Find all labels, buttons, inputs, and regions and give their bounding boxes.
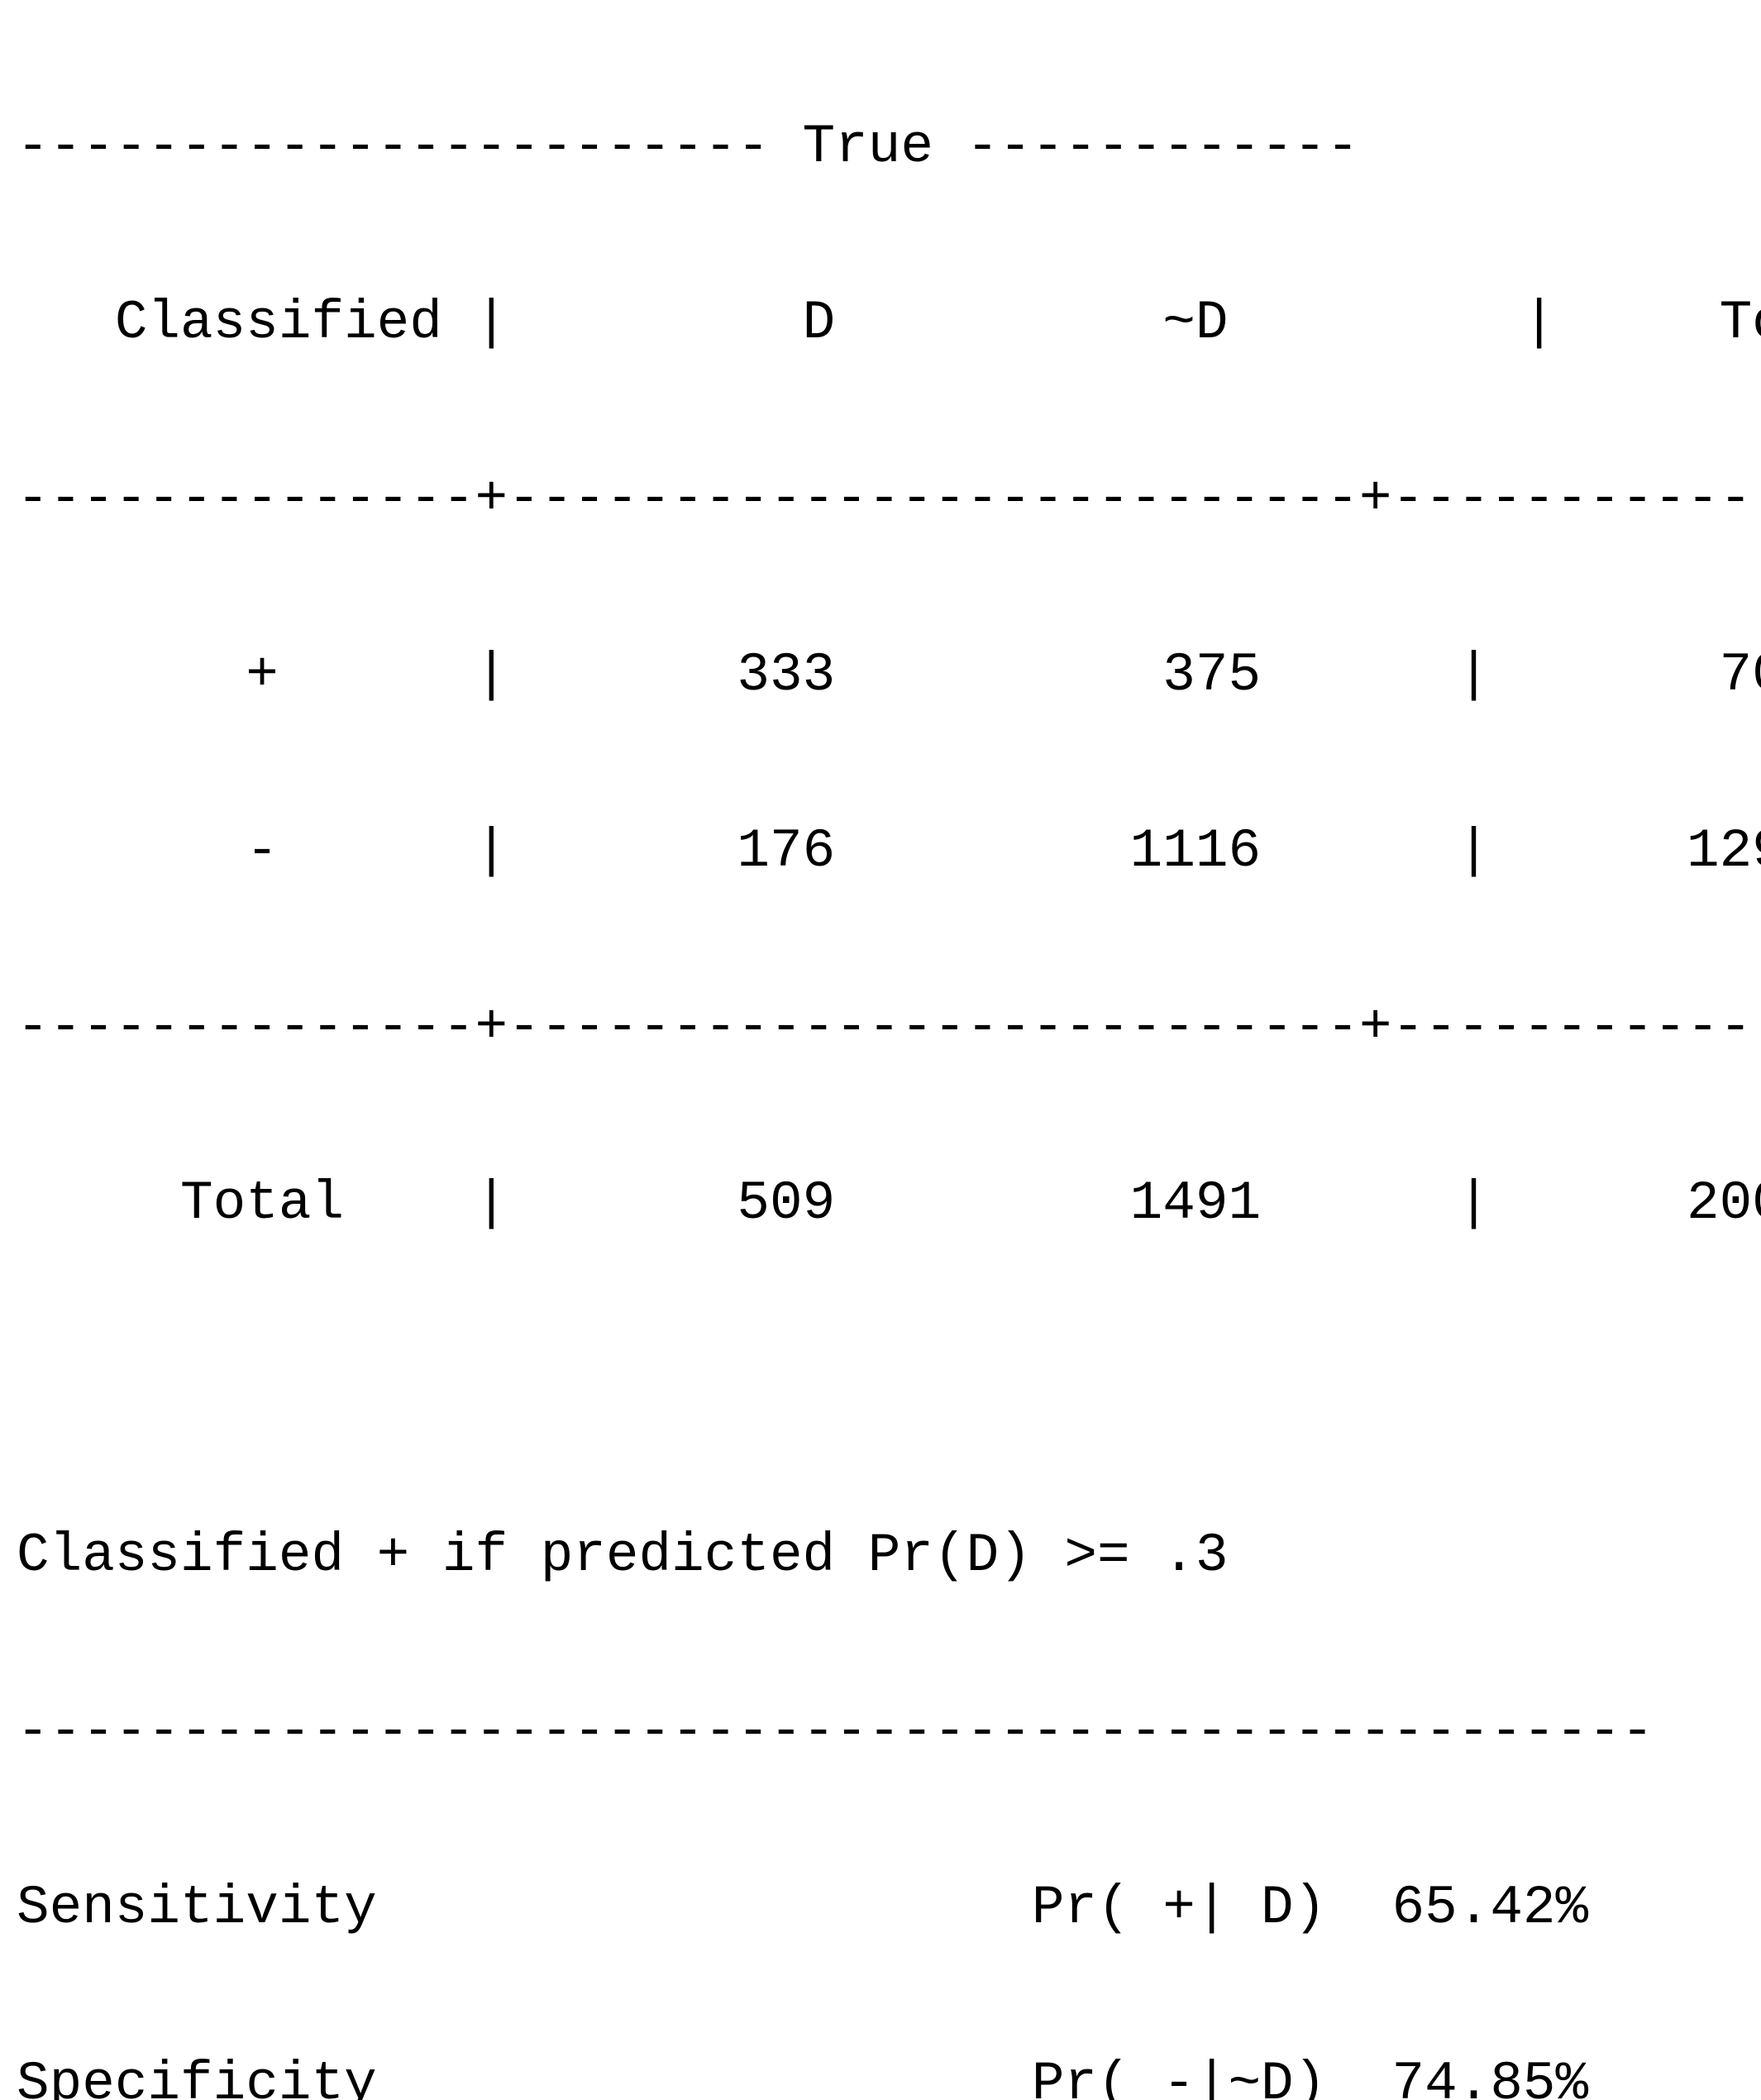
stat-value: 65.42% — [1326, 1877, 1589, 1939]
table-header-row: Classified | D ~D | Total — [17, 294, 1761, 352]
column-separator: | — [1261, 1172, 1491, 1234]
threshold-line: Classified + if predicted Pr(D) >= .3 — [17, 1525, 1229, 1587]
cell-total: 1292 — [1686, 820, 1761, 882]
column-separator: | — [1228, 292, 1556, 354]
cell-total: 2000 — [1686, 1172, 1761, 1234]
true-header-rule: ----------------------- True -----------… — [17, 116, 1359, 178]
table-row-negative: - | 176 1116 | 1292 — [17, 822, 1761, 881]
classified-column-header: Classified | — [17, 292, 508, 354]
cell-d: 509 — [508, 1172, 836, 1234]
table-total-row: Total | 509 1491 | 2000 — [17, 1174, 1761, 1233]
table-mid-rule: --------------+-------------------------… — [17, 468, 1753, 530]
not-d-column-header: ~D — [835, 292, 1229, 354]
stat-value: 74.85% — [1326, 2053, 1589, 2100]
row-label: - | — [17, 820, 508, 882]
table-row-positive: + | 333 375 | 708 — [17, 646, 1761, 704]
stat-label: Sensitivity — [17, 1877, 1032, 1939]
cell-not-d: 375 — [835, 644, 1262, 706]
cell-total: 708 — [1719, 644, 1761, 706]
row-label: + | — [17, 644, 508, 706]
table-bottom-rule: --------------+-------------------------… — [17, 996, 1753, 1058]
stat-expression: Pr( +| D) — [1031, 1877, 1327, 1939]
cell-not-d: 1116 — [835, 820, 1262, 882]
cell-d: 176 — [508, 820, 836, 882]
stat-row-sensitivity: Sensitivity Pr( +| D) 65.42% — [17, 1878, 1761, 1937]
total-column-header: Total — [1719, 292, 1761, 354]
cell-d: 333 — [508, 644, 836, 706]
column-separator: | — [1261, 820, 1491, 882]
stata-classification-output: ----------------------- True -----------… — [17, 0, 1761, 2100]
stat-expression: Pr( -|~D) — [1031, 2053, 1327, 2100]
stats-top-rule: ----------------------------------------… — [17, 1701, 1654, 1763]
row-label: Total | — [17, 1172, 508, 1234]
blank-line — [17, 1350, 1761, 1409]
stat-label: Specificity — [17, 2053, 1032, 2100]
stat-row-specificity: Specificity Pr( -|~D) 74.85% — [17, 2055, 1761, 2100]
column-separator: | — [1261, 644, 1491, 706]
d-column-header: D — [508, 292, 836, 354]
cell-not-d: 1491 — [835, 1172, 1262, 1234]
